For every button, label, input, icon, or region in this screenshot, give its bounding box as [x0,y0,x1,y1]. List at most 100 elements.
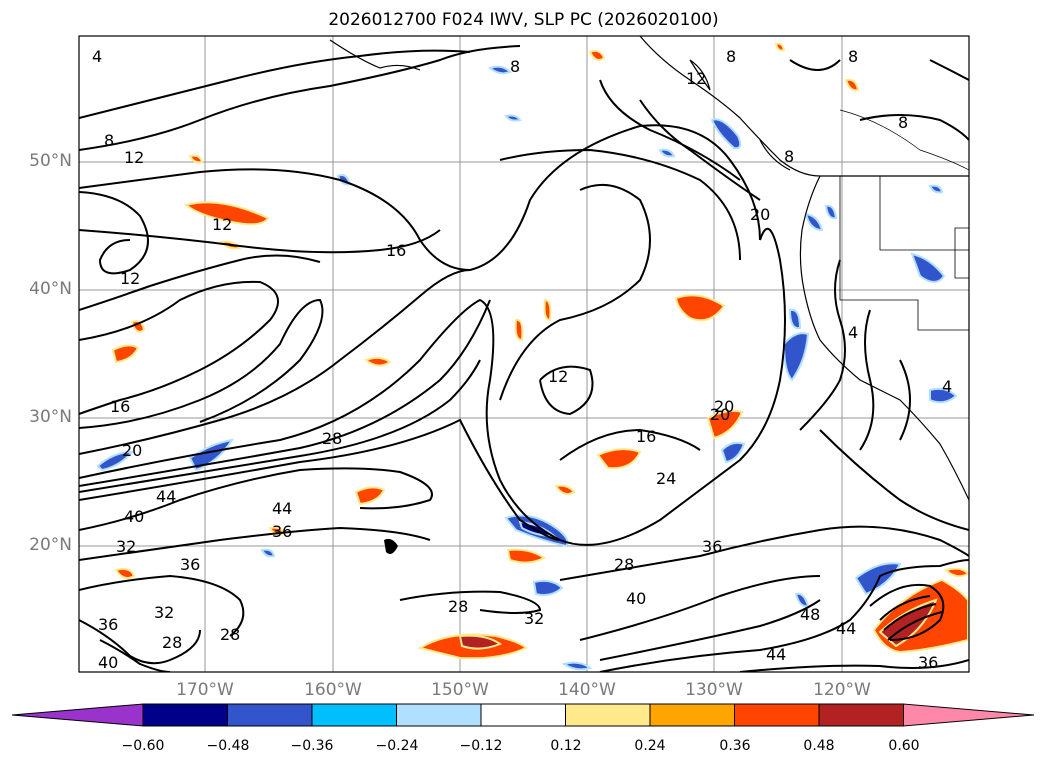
lon-label: 130°W [685,680,743,700]
contour-label: 36 [98,615,118,634]
contour-label: 44 [272,499,292,518]
positive-anomaly-patches [111,42,969,660]
contour-label: 40 [98,653,118,672]
colorbar-segment [311,703,397,727]
contour-labels: 4 8 8 12 12 12 16 16 20 20 28 44 44 40 3… [92,47,952,672]
colorbar-extend-min [11,703,144,727]
map-border [78,35,970,673]
contour-label: 20 [714,397,734,416]
colorbar-tick-label: −0.60 [121,738,165,754]
contour-label: 36 [702,537,722,556]
anomaly-patch [130,320,146,333]
contour-label: 44 [836,619,856,638]
contour-label: 44 [156,487,176,506]
contour-label: 4 [942,377,952,396]
contour-label: 28 [220,625,240,644]
lon-label: 160°W [304,680,362,700]
anomaly-patch [782,332,810,382]
contour-label: 4 [848,323,858,342]
colorbar-segment [565,703,651,727]
contour-label: 8 [898,113,908,132]
map-area[interactable] [79,36,969,672]
coastlines [329,36,969,501]
contour-label: 8 [848,47,858,66]
anomaly-patch [844,78,860,92]
anomaly-patch [720,441,746,464]
contour-label: 12 [124,148,144,167]
contour-label: 12 [120,269,140,288]
colorbar-tick-label: 0.60 [888,738,920,754]
colorbar-segment [734,703,820,727]
contour-label: 16 [386,241,406,260]
lat-label: 40°N [29,279,72,299]
contour-label: 24 [656,469,676,488]
anomaly-patch [364,356,392,367]
anomaly-patch [928,184,944,194]
colorbar [11,703,1035,727]
graticule [79,36,969,672]
anomaly-patch [188,154,204,164]
anomaly-patch [596,448,642,470]
anomaly-patch [188,438,235,472]
anomaly-patch [506,548,546,564]
colorbar-tick-label: 0.24 [634,738,666,754]
colorbar-tick-label: −0.24 [375,738,419,754]
anomaly-patch [774,42,786,52]
lon-label: 150°W [431,680,489,700]
contour-label: 28 [614,555,634,574]
anomaly-patch [658,148,676,158]
lat-label: 30°N [29,407,72,427]
anomaly-patch [183,201,270,226]
contour-label: 44 [766,645,786,664]
lon-label: 120°W [813,680,871,700]
colorbar-tick-label: 0.48 [803,738,835,754]
contour-label: 12 [686,69,706,88]
anomaly-patch [561,661,593,671]
anomaly-patch [788,308,802,330]
anomaly-patch [794,592,810,608]
contour-label: 36 [180,555,200,574]
lat-label: 50°N [29,151,72,171]
anomaly-patch [706,409,744,440]
contour-label: 20 [122,441,142,460]
contour-label: 20 [710,405,730,424]
island [384,538,398,554]
colorbar-tick-label: −0.48 [206,738,250,754]
colorbar-segment [649,703,735,727]
contour-label: 12 [548,367,568,386]
anomaly-patch [824,204,838,220]
contour-label: 40 [124,507,144,526]
anomaly-patch [111,344,140,364]
contour-label: 48 [800,605,820,624]
anomaly-patch [96,450,135,472]
colorbar-segment [818,703,904,727]
contour-label: 28 [162,633,182,652]
contour-label: 16 [636,427,656,446]
anomaly-patch [458,634,503,650]
contour-label: 40 [626,589,646,608]
lon-label: 140°W [558,680,616,700]
anomaly-patch [910,252,946,283]
contour-label: 36 [918,653,938,672]
iwv-contours [79,45,969,672]
colorbar-segment [142,703,228,727]
contour-label: 36 [272,522,292,541]
colorbar-tick-label: −0.12 [459,738,503,754]
contour-label: 32 [524,609,544,628]
anomaly-patch [532,579,564,597]
map-title: 2026012700 F024 IWV, SLP PC (2026020100) [328,10,719,30]
contour-label: 12 [212,215,232,234]
contour-label: 8 [510,57,520,76]
anomaly-patch [554,484,576,495]
contour-label: 32 [116,537,136,556]
colorbar-segment [227,703,313,727]
contour-label: 28 [322,429,342,448]
colorbar-segment [480,703,566,727]
anomaly-patch [354,486,386,506]
anomaly-patch [514,318,524,342]
anomaly-patch [944,567,969,578]
colorbar-segment [396,703,482,727]
contour-label: 28 [448,597,468,616]
contour-label: 16 [110,397,130,416]
